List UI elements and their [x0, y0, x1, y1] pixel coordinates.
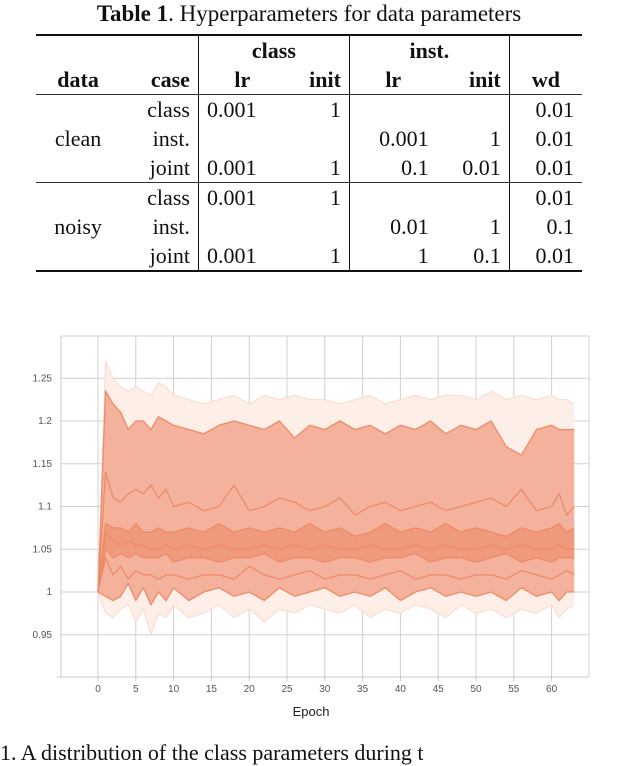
x-tick-label: 40 [395, 684, 407, 695]
table-caption: Table 1. Hyperparameters for data parame… [0, 0, 618, 28]
cell-inst-init: 1 [489, 126, 501, 151]
y-tick-label: 1.05 [33, 544, 53, 555]
cell-class-init [286, 212, 350, 241]
cell-wd: 0.1 [508, 212, 582, 241]
cell-case: joint [149, 155, 190, 180]
x-tick-label: 5 [133, 684, 139, 695]
cell-class-lr: 0.001 [197, 182, 286, 212]
x-tick-label: 25 [281, 684, 293, 695]
y-tick-label: 1 [46, 587, 52, 598]
line-p31 [97, 548, 575, 593]
hyperparameter-table: class inst. data case lr init lr init wd… [36, 34, 582, 272]
line-p69 [97, 522, 575, 593]
y-tick-label: 1.25 [33, 373, 53, 384]
cell-inst-init: 1 [489, 214, 501, 239]
cell-wd: 0.01 [508, 124, 582, 153]
col-header-class-lr: lr [197, 65, 286, 95]
band-p7-min [98, 583, 575, 635]
x-tick-label: 0 [95, 684, 101, 695]
band-p31-p16 [98, 549, 575, 592]
cell-case: joint [120, 241, 199, 272]
x-tick-label: 60 [546, 684, 558, 695]
line-p50 [97, 531, 575, 593]
cell-class-init [286, 124, 350, 153]
table-row: noisy class 0.001 1 0.01 [36, 182, 582, 272]
cell-inst-lr: 0.001 [348, 124, 437, 153]
x-axis-label: Epoch [293, 704, 330, 719]
cell-case: inst. [152, 126, 190, 151]
cell-inst-lr: 1 [348, 241, 437, 272]
x-tick-label: 50 [470, 684, 482, 695]
table-row: joint 0.001 1 1 0.1 0.01 [36, 241, 582, 272]
y-tick-label: 1.2 [38, 416, 52, 427]
cell-wd: 0.01 [508, 182, 582, 212]
distribution-chart: 0 5 10 15 20 25 30 35 40 45 50 55 60 0.95 1 1.05 1.1 1.15… [0, 320, 618, 720]
x-tick-label: 55 [508, 684, 520, 695]
x-tick-label: 35 [357, 684, 369, 695]
table-caption-label: Table 1 [96, 1, 169, 26]
cell-class-lr: 0.001 [197, 153, 286, 183]
cell-class-init: 1 [285, 94, 350, 124]
cell-wd: 0.01 [508, 94, 582, 124]
y-tick-label: 0.95 [33, 630, 53, 641]
cell-inst-init: 0.01 [462, 155, 501, 180]
cell-inst-init: 0.1 [436, 241, 510, 272]
x-tick-label: 30 [319, 684, 331, 695]
table-group-header-row: class inst. [36, 34, 582, 65]
x-tick-label: 45 [433, 684, 445, 695]
band-p93-p84 [98, 391, 575, 592]
cell-inst-init [436, 94, 510, 124]
distribution-chart-svg: 0 5 10 15 20 25 30 35 40 45 50 55 60 0.95 1 1.05 1.1 1.15… [33, 335, 590, 719]
table-row: joint 0.001 1 0.1 0.01 0.01 [36, 153, 582, 183]
cell-inst-lr [348, 182, 437, 212]
group-header-class: class [197, 34, 350, 65]
band-max-p93 [98, 361, 575, 592]
table-column-header-row: data case lr init lr init wd [36, 65, 582, 95]
table-row: inst. 0.001 1 0.01 [36, 124, 582, 153]
col-header-class-init: init [309, 67, 341, 92]
line-min [97, 591, 575, 636]
cell-case: class [120, 182, 199, 212]
group-header-inst: inst. [348, 34, 510, 65]
figure-caption: 1. A distribution of the class parameter… [0, 740, 424, 765]
line-p93 [97, 390, 575, 593]
cell-case: inst. [152, 214, 190, 239]
col-header-case: case [150, 67, 190, 92]
cell-inst-lr: 0.1 [348, 153, 437, 183]
cell-data: noisy [36, 182, 121, 272]
cell-class-lr [197, 212, 286, 241]
y-tick-label: 1.1 [38, 502, 52, 513]
table-row: clean class 0.001 1 0.01 [36, 94, 582, 183]
line-max [97, 360, 575, 593]
cell-inst-lr [348, 94, 437, 124]
cell-data: clean [36, 94, 121, 183]
col-header-data: data [57, 67, 99, 92]
line-p7 [97, 582, 575, 606]
line-p84 [97, 471, 575, 593]
cell-inst-init [436, 182, 510, 212]
table-row: inst. 0.01 1 0.1 [36, 212, 582, 241]
cell-case: class [120, 94, 199, 124]
col-header-inst-lr: lr [348, 65, 437, 95]
cell-class-init: 1 [329, 155, 341, 180]
cell-class-init: 1 [285, 182, 350, 212]
x-tick-label: 15 [206, 684, 218, 695]
cell-class-lr [197, 124, 286, 153]
x-tick-label: 10 [168, 684, 180, 695]
cell-class-lr: 0.001 [197, 94, 286, 124]
cell-class-lr: 0.001 [197, 241, 286, 272]
cell-class-init: 1 [285, 241, 350, 272]
cell-wd: 0.01 [508, 153, 582, 183]
x-tick-label: 20 [244, 684, 256, 695]
band-p69-p31 [98, 523, 575, 592]
cell-inst-lr: 0.01 [348, 212, 437, 241]
col-header-inst-init: init [468, 67, 501, 92]
y-tick-label: 1.15 [33, 459, 53, 470]
table-caption-text: . Hyperparameters for data parameters [168, 1, 522, 26]
col-header-wd: wd [508, 65, 582, 95]
line-p16 [97, 557, 575, 593]
cell-wd: 0.01 [508, 241, 582, 272]
